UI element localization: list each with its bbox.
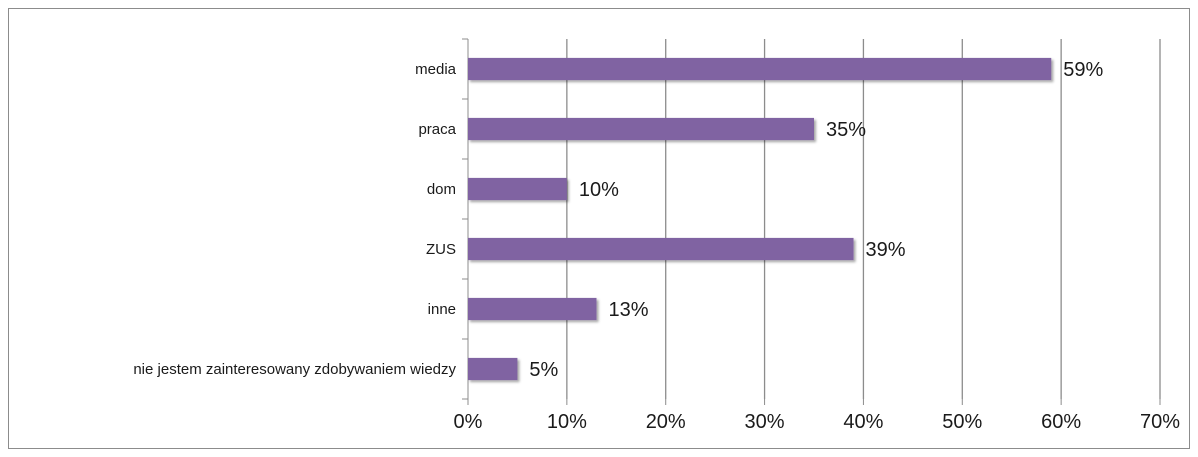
x-tick-label: 40% <box>843 411 883 433</box>
bar-4 <box>468 297 597 321</box>
bar-0 <box>468 57 1052 81</box>
category-label: nie jestem zainteresowany zdobywaniem wi… <box>133 361 456 378</box>
x-tick-label: 0% <box>454 411 483 433</box>
labels: 0% 10% 20% 30% 40% 50% 60% 70% media 59% praca 35% d… <box>133 59 1180 433</box>
category-label: inne <box>428 301 456 318</box>
x-tick-label: 50% <box>942 411 982 433</box>
data-label: 35% <box>826 119 866 141</box>
bar-1 <box>468 117 814 141</box>
bar-chart: 0% 10% 20% 30% 40% 50% 60% 70% media 59% praca 35% d… <box>133 38 1180 433</box>
bar-3 <box>468 237 854 261</box>
x-tick-label: 10% <box>547 411 587 433</box>
chart-frame: 0% 10% 20% 30% 40% 50% 60% 70% media 59% praca 35% d… <box>8 8 1190 449</box>
x-tick-label: 70% <box>1140 411 1180 433</box>
category-label: ZUS <box>426 241 456 258</box>
data-label: 10% <box>579 179 619 201</box>
x-tick-label: 30% <box>745 411 785 433</box>
x-tick-label: 20% <box>646 411 686 433</box>
bar-2 <box>468 177 567 201</box>
bar-5 <box>468 357 518 381</box>
data-label: 13% <box>609 299 649 321</box>
category-label: praca <box>418 121 456 138</box>
category-label: dom <box>427 181 456 198</box>
axes <box>462 38 1161 405</box>
data-label: 59% <box>1063 59 1103 81</box>
category-label: media <box>415 61 457 78</box>
x-tick-label: 60% <box>1041 411 1081 433</box>
bars <box>468 57 1052 381</box>
gridlines <box>566 39 1161 399</box>
data-label: 39% <box>866 239 906 261</box>
data-label: 5% <box>529 359 558 381</box>
